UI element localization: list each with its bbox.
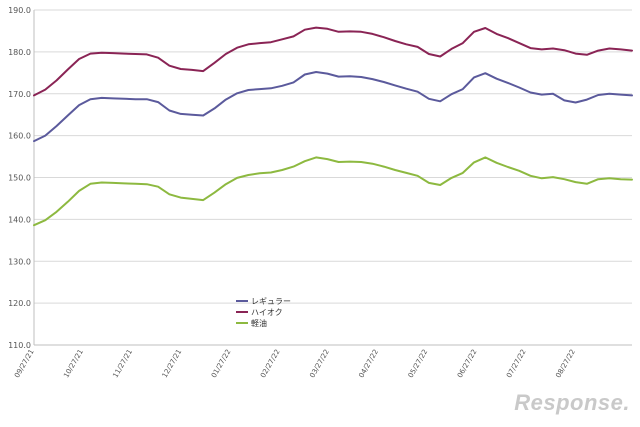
x-tick-label: 04/27/22 [357, 348, 380, 379]
y-tick-label: 170.0 [8, 90, 31, 99]
y-tick-label: 110.0 [8, 341, 31, 350]
legend-label: レギュラー [251, 297, 291, 306]
x-tick-label: 01/27/22 [210, 348, 233, 379]
x-tick-label: 06/27/22 [456, 348, 479, 379]
x-tick-label: 03/27/22 [308, 348, 331, 379]
y-tick-label: 160.0 [8, 132, 31, 141]
y-tick-label: 180.0 [8, 48, 31, 57]
y-tick-label: 130.0 [8, 257, 31, 266]
x-tick-label: 05/27/22 [407, 348, 430, 379]
series-line [33, 26, 633, 97]
x-tick-label: 02/27/22 [259, 348, 282, 379]
x-tick-label: 09/27/21 [13, 348, 36, 379]
y-tick-label: 190.0 [8, 6, 31, 15]
series-line [33, 156, 633, 227]
y-tick-label: 150.0 [8, 174, 31, 183]
legend-label: 軽油 [251, 318, 267, 328]
y-tick-label: 120.0 [8, 299, 31, 308]
x-tick-label: 10/27/21 [62, 348, 85, 379]
x-tick-label: 07/27/22 [505, 348, 528, 379]
series-line [33, 71, 633, 143]
x-tick-label: 11/27/21 [111, 348, 134, 379]
y-tick-label: 140.0 [8, 215, 31, 224]
x-tick-label: 12/27/21 [161, 348, 184, 379]
response-logo-watermark: Response. [514, 390, 630, 415]
legend-label: ハイオク [251, 308, 283, 317]
x-tick-label: 08/27/22 [554, 348, 577, 379]
